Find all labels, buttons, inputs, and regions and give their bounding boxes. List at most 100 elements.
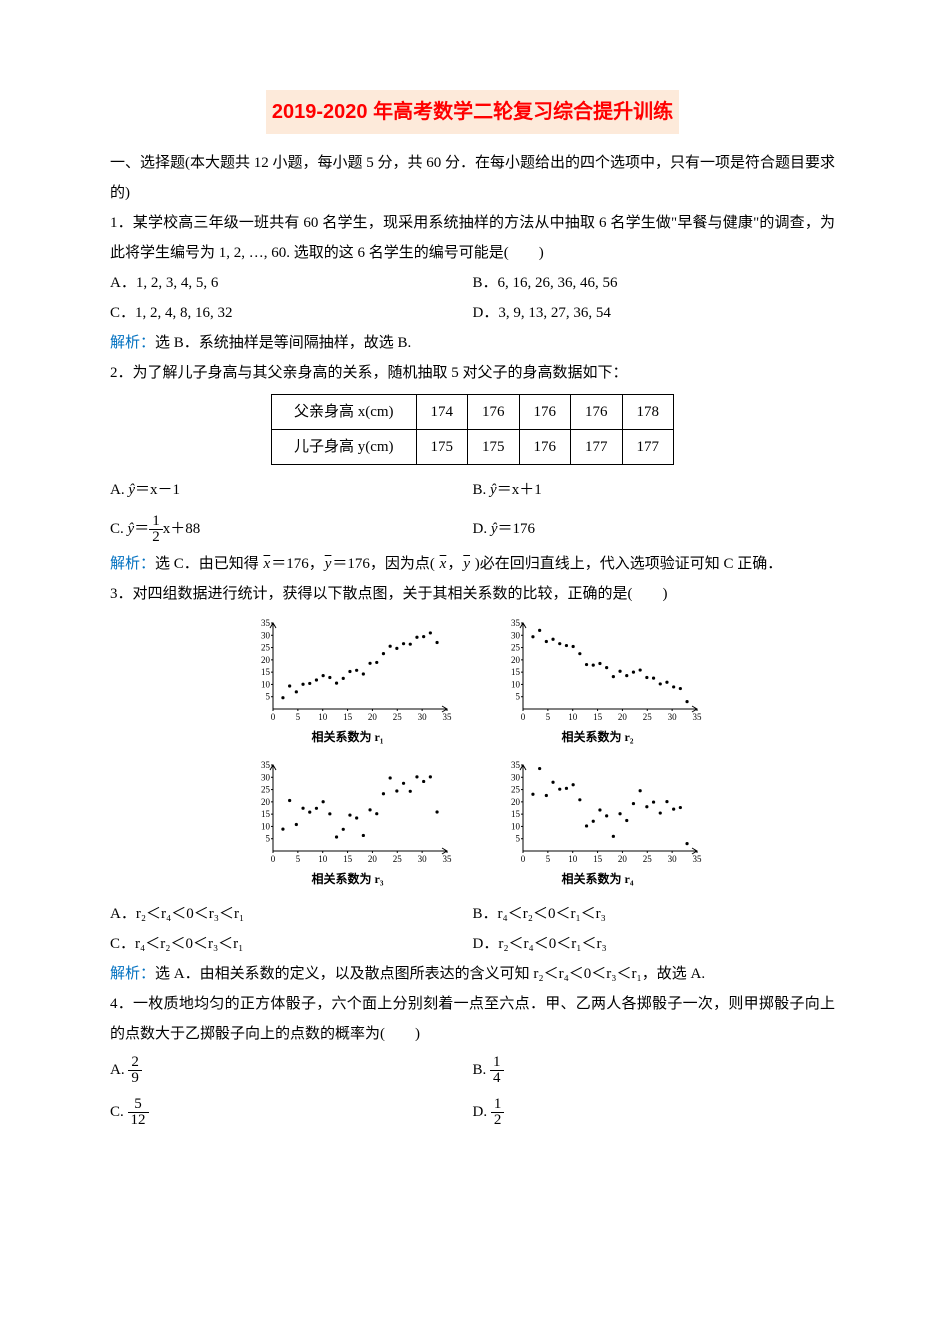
- q4-opt-d: D. 12: [473, 1091, 836, 1133]
- svg-text:5: 5: [515, 692, 520, 702]
- txt: )必在回归直线上，代入选项验证可知 C 正确．: [471, 556, 782, 572]
- svg-text:15: 15: [343, 854, 353, 864]
- opt-label: C.: [110, 1104, 124, 1120]
- opt-label: A.: [110, 482, 128, 498]
- svg-text:35: 35: [442, 854, 452, 864]
- page-title: 2019-2020 年高考数学二轮复习综合提升训练: [266, 90, 679, 134]
- svg-text:20: 20: [261, 797, 271, 807]
- opt-tail: x＋88: [163, 521, 201, 537]
- svg-text:20: 20: [617, 712, 627, 722]
- scatter-svg: 353025201510505101520253035: [243, 617, 453, 727]
- svg-text:15: 15: [511, 667, 521, 677]
- opt-label: B.: [473, 482, 491, 498]
- svg-text:35: 35: [442, 712, 452, 722]
- svg-text:25: 25: [511, 643, 521, 653]
- denominator: 4: [490, 1071, 504, 1086]
- q3-opt-a: A．r₂＜r₄＜0＜r₃＜r₁: [110, 899, 473, 929]
- q1-opt-a: A．1, 2, 3, 4, 5, 6: [110, 268, 473, 298]
- svg-text:0: 0: [520, 854, 525, 864]
- svg-text:25: 25: [261, 785, 271, 795]
- q2-opt-b: B. ŷ＝x＋1: [473, 471, 836, 510]
- y-hat: ŷ: [490, 482, 497, 498]
- fraction: 512: [128, 1097, 149, 1128]
- svg-text:10: 10: [261, 821, 271, 831]
- row2-label: 儿子身高 y(cm): [271, 430, 416, 465]
- svg-text:5: 5: [545, 854, 550, 864]
- q2-opt-d: D. ŷ＝176: [473, 510, 836, 549]
- svg-text:0: 0: [520, 712, 525, 722]
- svg-text:30: 30: [261, 630, 271, 640]
- numerator: 1: [149, 514, 163, 530]
- opt-label: B.: [473, 1062, 487, 1078]
- mini-chart-2: 353025201510505101520253035 相关系数为 r₂: [493, 617, 703, 749]
- svg-text:20: 20: [367, 712, 377, 722]
- svg-text:10: 10: [318, 854, 328, 864]
- opt-eq: ＝: [134, 521, 149, 537]
- svg-text:30: 30: [417, 854, 427, 864]
- opt-label: D.: [473, 521, 491, 537]
- scatter-figure: 353025201510505101520253035 相关系数为 r₁ 353…: [110, 617, 835, 891]
- mini-chart-1: 353025201510505101520253035 相关系数为 r₁: [243, 617, 453, 749]
- cell: 177: [571, 430, 623, 465]
- svg-text:20: 20: [511, 655, 521, 665]
- svg-text:25: 25: [642, 712, 652, 722]
- analysis-label: 解析：: [110, 966, 155, 982]
- svg-text:20: 20: [367, 854, 377, 864]
- svg-text:30: 30: [667, 854, 677, 864]
- numerator: 1: [490, 1055, 504, 1071]
- svg-text:25: 25: [261, 643, 271, 653]
- chart-caption: 相关系数为 r₂: [493, 725, 703, 749]
- svg-text:15: 15: [261, 809, 271, 819]
- svg-text:30: 30: [511, 772, 521, 782]
- cell: 176: [571, 395, 623, 430]
- svg-text:25: 25: [392, 712, 402, 722]
- svg-text:5: 5: [295, 854, 300, 864]
- svg-text:30: 30: [511, 630, 521, 640]
- denominator: 2: [491, 1113, 505, 1128]
- svg-text:10: 10: [568, 712, 578, 722]
- page-content: 2019-2020 年高考数学二轮复习综合提升训练 一、选择题(本大题共 12 …: [0, 0, 945, 1193]
- q1-opt-b: B．6, 16, 26, 36, 46, 56: [473, 268, 836, 298]
- q2-analysis: 解析：选 C．由已知得 x＝176，y＝176，因为点( x，y )必在回归直线…: [110, 549, 835, 579]
- svg-text:30: 30: [667, 712, 677, 722]
- svg-text:25: 25: [642, 854, 652, 864]
- x-bar: x: [439, 556, 448, 572]
- chart-caption: 相关系数为 r₃: [243, 867, 453, 891]
- fraction: 14: [490, 1055, 504, 1086]
- svg-text:5: 5: [295, 712, 300, 722]
- txt: ＝176，: [271, 556, 324, 572]
- q3-opt-c: C．r₄＜r₂＜0＜r₃＜r₁: [110, 929, 473, 959]
- chart-caption: 相关系数为 r₄: [493, 867, 703, 891]
- svg-text:10: 10: [511, 679, 521, 689]
- cell: 176: [519, 430, 571, 465]
- cell: 175: [468, 430, 520, 465]
- scatter-svg: 353025201510505101520253035: [243, 759, 453, 869]
- y-hat: ŷ: [491, 521, 498, 537]
- svg-text:15: 15: [511, 809, 521, 819]
- svg-text:10: 10: [318, 712, 328, 722]
- q2-table: 父亲身高 x(cm) 174 176 176 176 178 儿子身高 y(cm…: [271, 394, 674, 465]
- row1-label: 父亲身高 x(cm): [271, 395, 416, 430]
- svg-text:30: 30: [417, 712, 427, 722]
- opt-label: C.: [110, 521, 128, 537]
- svg-text:5: 5: [515, 834, 520, 844]
- q3-options: A．r₂＜r₄＜0＜r₃＜r₁ B．r₄＜r₂＜0＜r₁＜r₃ C．r₄＜r₂＜…: [110, 899, 835, 959]
- q4-options: A. 29 B. 14 C. 512 D. 12: [110, 1049, 835, 1133]
- q2-opt-c: C. ŷ＝12x＋88: [110, 510, 473, 549]
- q4-opt-b: B. 14: [473, 1049, 836, 1091]
- svg-text:30: 30: [261, 772, 271, 782]
- fraction: 29: [128, 1055, 142, 1086]
- opt-eq: ＝x＋1: [497, 482, 542, 498]
- q1-stem: 1．某学校高三年级一班共有 60 名学生，现采用系统抽样的方法从中抽取 6 名学…: [110, 208, 835, 268]
- q4-opt-a: A. 29: [110, 1049, 473, 1091]
- txt: 选 C．由已知得: [155, 556, 263, 572]
- numerator: 1: [491, 1097, 505, 1113]
- opt-eq: ＝176: [498, 521, 536, 537]
- q2-stem: 2．为了解儿子身高与其父亲身高的关系，随机抽取 5 对父子的身高数据如下：: [110, 358, 835, 388]
- mini-chart-4: 353025201510505101520253035 相关系数为 r₄: [493, 759, 703, 891]
- cell: 176: [519, 395, 571, 430]
- svg-text:5: 5: [545, 712, 550, 722]
- cell: 177: [622, 430, 674, 465]
- scatter-svg: 353025201510505101520253035: [493, 617, 703, 727]
- svg-text:10: 10: [261, 679, 271, 689]
